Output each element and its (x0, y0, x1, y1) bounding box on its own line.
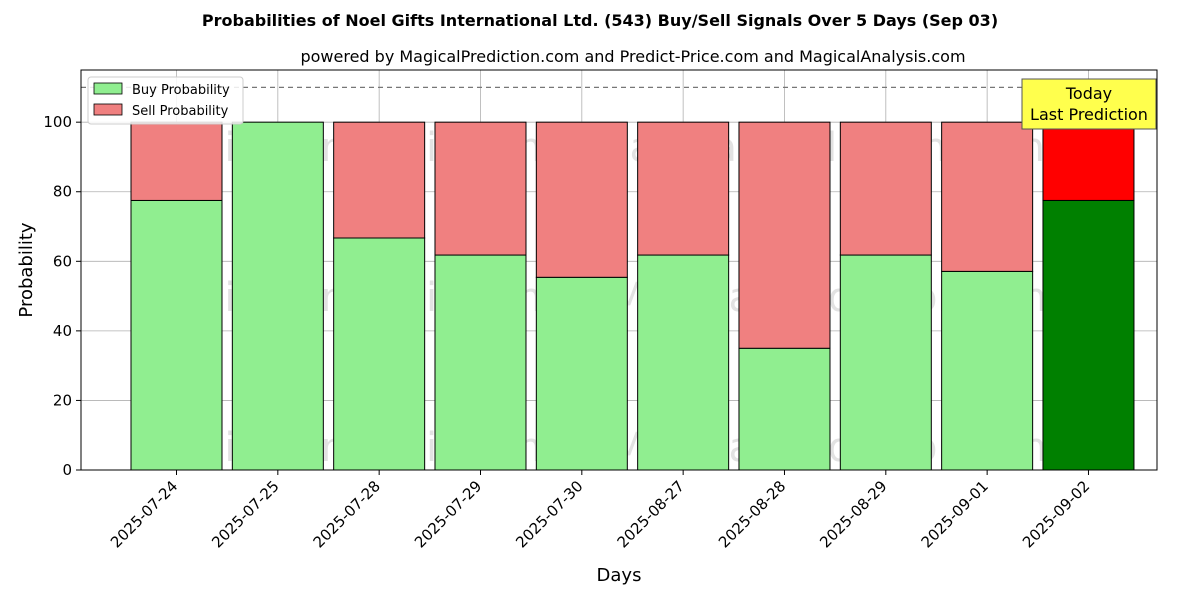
buy-bar-2025-08-29 (839, 254, 932, 471)
x-tick-label: 2025-07-30 (512, 477, 586, 551)
y-tick-label: 40 (53, 322, 72, 340)
buy-bar-2025-08-27 (637, 254, 730, 471)
sell-bar-2025-09-01 (941, 121, 1034, 272)
legend-swatch-buy (93, 82, 123, 95)
y-tick-label: 20 (53, 391, 72, 409)
buy-bar-2025-07-28 (333, 237, 426, 471)
sell-bar-2025-07-28 (333, 121, 426, 239)
x-tick-label: 2025-08-28 (715, 477, 789, 551)
sell-bar-2025-08-29 (839, 121, 932, 256)
legend-swatch-sell (93, 103, 123, 116)
x-tick-label: 2025-08-27 (614, 477, 688, 551)
buy-bar-2025-07-25 (231, 121, 324, 471)
buy-bar-2025-08-28 (738, 347, 831, 471)
legend-box (87, 76, 244, 125)
buy-bar-2025-09-02 (1042, 199, 1135, 471)
y-tick-label: 80 (53, 183, 72, 201)
sell-bar-2025-08-27 (637, 121, 730, 256)
sell-bar-2025-09-02 (1042, 121, 1135, 201)
legend-label-sell: Sell Probability (132, 104, 229, 119)
buy-bar-2025-07-30 (535, 276, 628, 471)
x-tick-label: 2025-09-01 (918, 477, 992, 551)
bars (130, 121, 1135, 471)
y-tick-label: 0 (62, 461, 72, 479)
today-callout: Today Last Prediction (1021, 78, 1157, 130)
sell-bar-2025-07-30 (535, 121, 628, 278)
sell-bar-2025-07-24 (130, 121, 223, 201)
sell-bar-2025-07-29 (434, 121, 527, 256)
x-tick-label: 2025-07-25 (208, 477, 282, 551)
buy-bar-2025-07-29 (434, 254, 527, 471)
legend: Buy Probability Sell Probability (87, 76, 244, 125)
plot-frame (80, 69, 1158, 471)
y-axis-ticks: 0 20 40 60 80 100 (43, 113, 81, 479)
x-tick-label: 2025-07-24 (107, 477, 181, 551)
sell-bar-2025-08-28 (738, 121, 831, 349)
x-tick-label: 2025-07-28 (310, 477, 384, 551)
y-axis-label: Probability (16, 222, 37, 317)
today-callout-line2: Last Prediction (1030, 105, 1148, 124)
x-tick-label: 2025-07-29 (411, 477, 485, 551)
x-tick-label: 2025-09-02 (1019, 477, 1093, 551)
x-axis-label: Days (597, 565, 642, 586)
chart-title: Probabilities of Noel Gifts Internationa… (202, 11, 998, 30)
chart-subtitle: powered by MagicalPrediction.com and Pre… (300, 47, 965, 66)
buy-bar-2025-07-24 (130, 199, 223, 471)
today-callout-box (1021, 78, 1157, 130)
buy-bar-2025-09-01 (941, 270, 1034, 471)
x-axis-ticks: 2025-07-24 2025-07-25 2025-07-28 2025-07-29… (107, 470, 1093, 551)
legend-label-buy: Buy Probability (132, 83, 230, 98)
y-tick-label: 100 (43, 113, 72, 131)
x-tick-label: 2025-08-29 (816, 477, 890, 551)
y-tick-label: 60 (53, 252, 72, 270)
today-callout-line1: Today (1065, 84, 1112, 103)
